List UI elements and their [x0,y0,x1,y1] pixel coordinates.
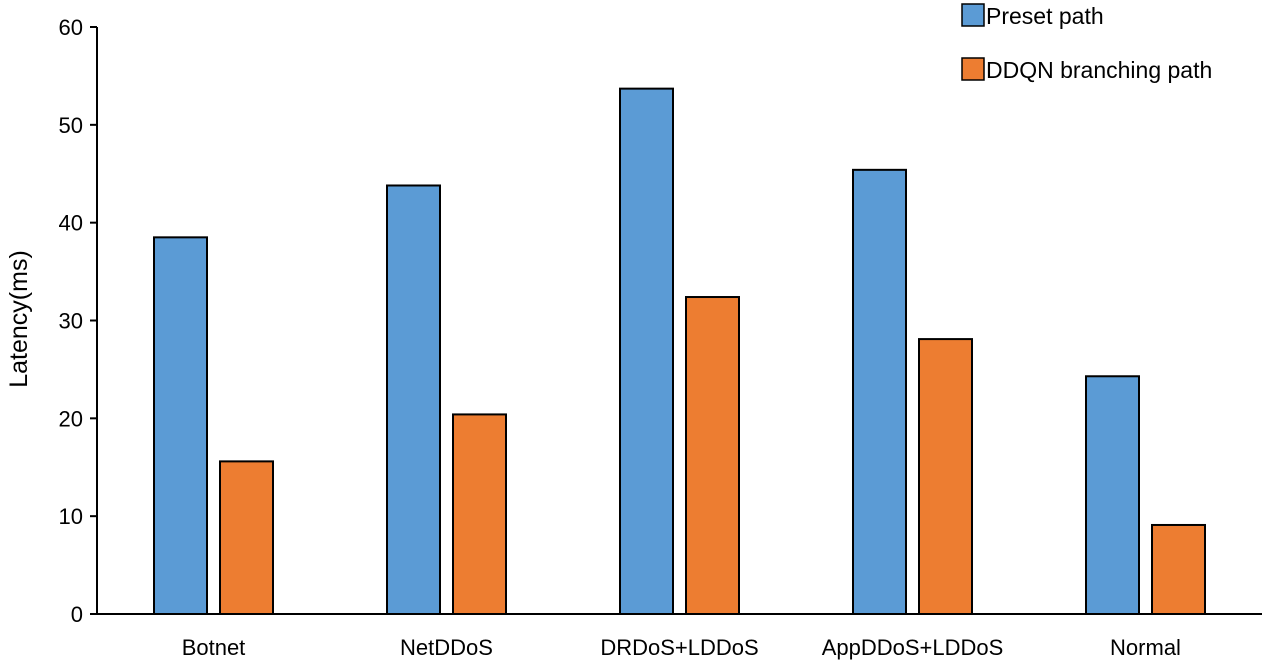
x-category-label: NetDDoS [400,635,493,660]
bar-drdos-lddos-series-1 [619,87,674,615]
legend-label: DDQN branching path [986,57,1212,83]
legend: Preset path DDQN branching path [961,3,1212,83]
y-axis-ticks: 0 10 20 30 40 50 60 [59,15,97,627]
y-tick-label: 0 [71,602,83,627]
bars [153,87,1206,616]
axes [96,27,1262,615]
bar-drdos-lddos-series-2 [685,296,740,615]
bar-netddos-series-1 [386,184,441,616]
y-tick-label: 60 [59,15,83,40]
x-category-label: Normal [1110,635,1181,660]
legend-swatch [961,3,985,27]
legend-label: Preset path [986,3,1104,29]
y-tick-label: 10 [59,504,83,529]
x-category-label: AppDDoS+LDDoS [822,635,1004,660]
x-axis-labels: Botnet NetDDoS DRDoS+LDDoS AppDDoS+LDDoS Nor… [182,635,1181,660]
x-category-label: Botnet [182,635,246,660]
bar-appddos-lddos-series-2 [918,338,973,615]
x-category-label: DRDoS+LDDoS [600,635,758,660]
bar-appddos-lddos-series-1 [852,168,907,615]
legend-swatch [961,57,985,81]
bar-botnet-series-1 [153,236,208,615]
bar-normal-series-1 [1085,375,1140,616]
bar-botnet-series-2 [219,460,274,615]
y-axis-title: Latency(ms) [5,250,33,388]
y-tick-label: 30 [59,309,83,334]
bar-normal-series-2 [1151,523,1206,616]
y-tick-label: 40 [59,211,83,236]
y-tick-label: 20 [59,406,83,431]
bar-netddos-series-2 [452,413,507,616]
y-tick-label: 50 [59,113,83,138]
